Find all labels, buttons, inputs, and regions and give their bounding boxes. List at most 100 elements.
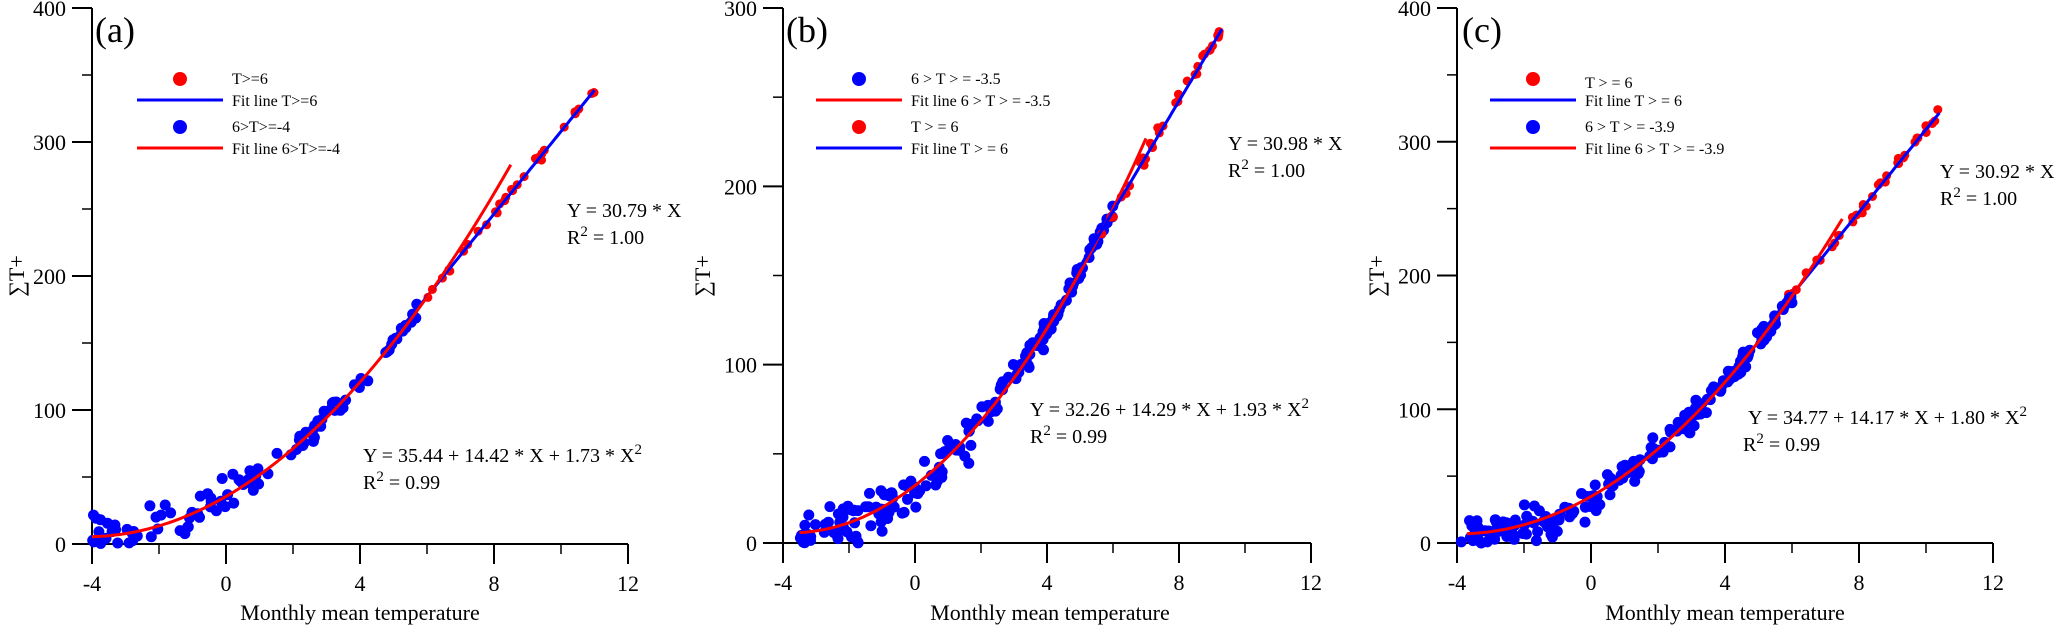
data-point — [797, 535, 809, 546]
scatter-series — [1455, 291, 1798, 549]
axes: 0 100 200 300 400 -4 0 4 8 12 — [1398, 0, 2004, 595]
legend-label: 6 > T > = -3.9 — [1585, 119, 1675, 136]
y-tick-label: 0 — [746, 531, 757, 556]
legend-label: Fit line 6 > T > = -3.9 — [1585, 141, 1724, 158]
data-point — [271, 447, 283, 459]
data-point — [896, 507, 908, 519]
data-point — [935, 448, 947, 460]
data-point — [933, 461, 945, 473]
data-point — [202, 488, 214, 500]
linear-annotation: Y = 30.98 * X R2 = 1.00 — [1228, 133, 1343, 182]
data-point — [1491, 516, 1503, 528]
data-point — [1455, 536, 1467, 548]
data-point — [90, 512, 102, 524]
data-point — [864, 487, 875, 499]
data-point — [210, 505, 222, 517]
data-point — [898, 479, 910, 491]
panel-label: (c) — [1462, 10, 1502, 50]
x-tick-label: 12 — [1300, 570, 1322, 595]
x-tick-label: -4 — [774, 570, 792, 595]
fit-line — [1466, 218, 1844, 536]
panel-c: (c) Monthly mean temperature ∑T+ T > = 6… — [1364, 0, 2055, 625]
data-point — [1688, 420, 1700, 432]
data-point — [145, 531, 157, 543]
legend-label: T > = 6 — [1585, 75, 1633, 92]
data-point — [982, 415, 994, 427]
linear-equation: Y = 30.98 * X — [1228, 133, 1343, 155]
fit-line — [799, 137, 1148, 534]
data-point — [902, 493, 913, 505]
data-point — [879, 488, 891, 500]
y-tick-label: 100 — [724, 353, 757, 378]
legend-marker-blue — [852, 72, 866, 86]
data-point — [1023, 362, 1035, 373]
panel-label: (b) — [786, 10, 828, 50]
data-point — [109, 519, 121, 531]
data-point — [1530, 535, 1542, 547]
data-point — [1518, 499, 1530, 511]
legend-marker-red — [852, 120, 866, 134]
quadratic-annotation: Y = 35.44 + 14.42 * X + 1.73 * X2 R2 = 0… — [363, 442, 642, 494]
data-point — [1722, 376, 1734, 388]
linear-annotation: Y = 30.79 * X R2 = 1.00 — [567, 200, 682, 249]
linear-r2: R2 = 1.00 — [1228, 157, 1305, 182]
y-tick-label: 200 — [1398, 264, 1431, 289]
scatter-series — [87, 298, 423, 549]
data-point — [159, 499, 171, 511]
data-point — [1664, 423, 1676, 435]
legend-marker-red — [1526, 72, 1540, 86]
data-point — [822, 516, 834, 528]
quadratic-r2: R2 = 0.99 — [1030, 423, 1107, 448]
quadratic-equation: Y = 32.26 + 14.29 * X + 1.93 * X2 — [1030, 396, 1309, 421]
panel-label: (a) — [95, 10, 135, 50]
data-point — [216, 473, 228, 484]
legend-label: Fit line T > = 6 — [911, 141, 1008, 158]
x-tick-label: 4 — [355, 571, 366, 596]
data-point — [884, 503, 896, 515]
y-tick-label: 0 — [1420, 531, 1431, 556]
data-point — [1605, 472, 1616, 484]
x-tick-label: -4 — [83, 571, 101, 596]
x-tick-label: -4 — [1448, 570, 1466, 595]
legend-marker-red — [173, 72, 187, 86]
data-point — [1007, 359, 1019, 370]
x-tick-label: 8 — [489, 571, 500, 596]
legend: T>=6 Fit line T>=6 6>T>=-4 Fit line 6>T>… — [137, 71, 340, 158]
data-point — [875, 516, 887, 528]
data-point — [959, 450, 971, 462]
y-tick-label: 300 — [33, 130, 66, 155]
data-point — [1546, 531, 1558, 543]
data-point — [144, 500, 156, 512]
linear-r2: R2 = 1.00 — [567, 224, 644, 249]
data-point — [803, 509, 815, 521]
x-tick-label: 12 — [617, 571, 639, 596]
data-point — [963, 425, 975, 437]
axes: 0 100 200 300 400 -4 0 4 8 12 — [33, 0, 639, 596]
data-point — [847, 505, 859, 517]
y-tick-label: 100 — [33, 398, 66, 423]
linear-equation: Y = 30.79 * X — [567, 200, 682, 222]
data-point — [1579, 516, 1591, 528]
y-tick-label: 200 — [33, 264, 66, 289]
data-point — [1933, 105, 1943, 115]
fit-line — [1078, 28, 1224, 268]
data-point — [1509, 514, 1521, 526]
x-axis-title: Monthly mean temperature — [930, 600, 1169, 625]
y-tick-label: 100 — [1398, 397, 1431, 422]
data-point — [1541, 518, 1553, 530]
x-tick-label: 4 — [1720, 570, 1731, 595]
legend-label: T>=6 — [232, 71, 268, 88]
x-tick-label: 12 — [1982, 570, 2004, 595]
linear-equation: Y = 30.92 * X — [1940, 161, 2055, 183]
data-point — [824, 501, 836, 513]
y-axis-title: ∑T+ — [1364, 255, 1389, 297]
data-point — [1521, 510, 1533, 522]
x-tick-label: 8 — [1174, 570, 1185, 595]
data-point — [930, 479, 942, 491]
data-point — [832, 508, 844, 520]
data-point — [965, 439, 977, 451]
x-tick-label: 0 — [910, 570, 921, 595]
legend-label: Fit line T > = 6 — [1585, 93, 1682, 110]
data-point — [316, 413, 328, 425]
